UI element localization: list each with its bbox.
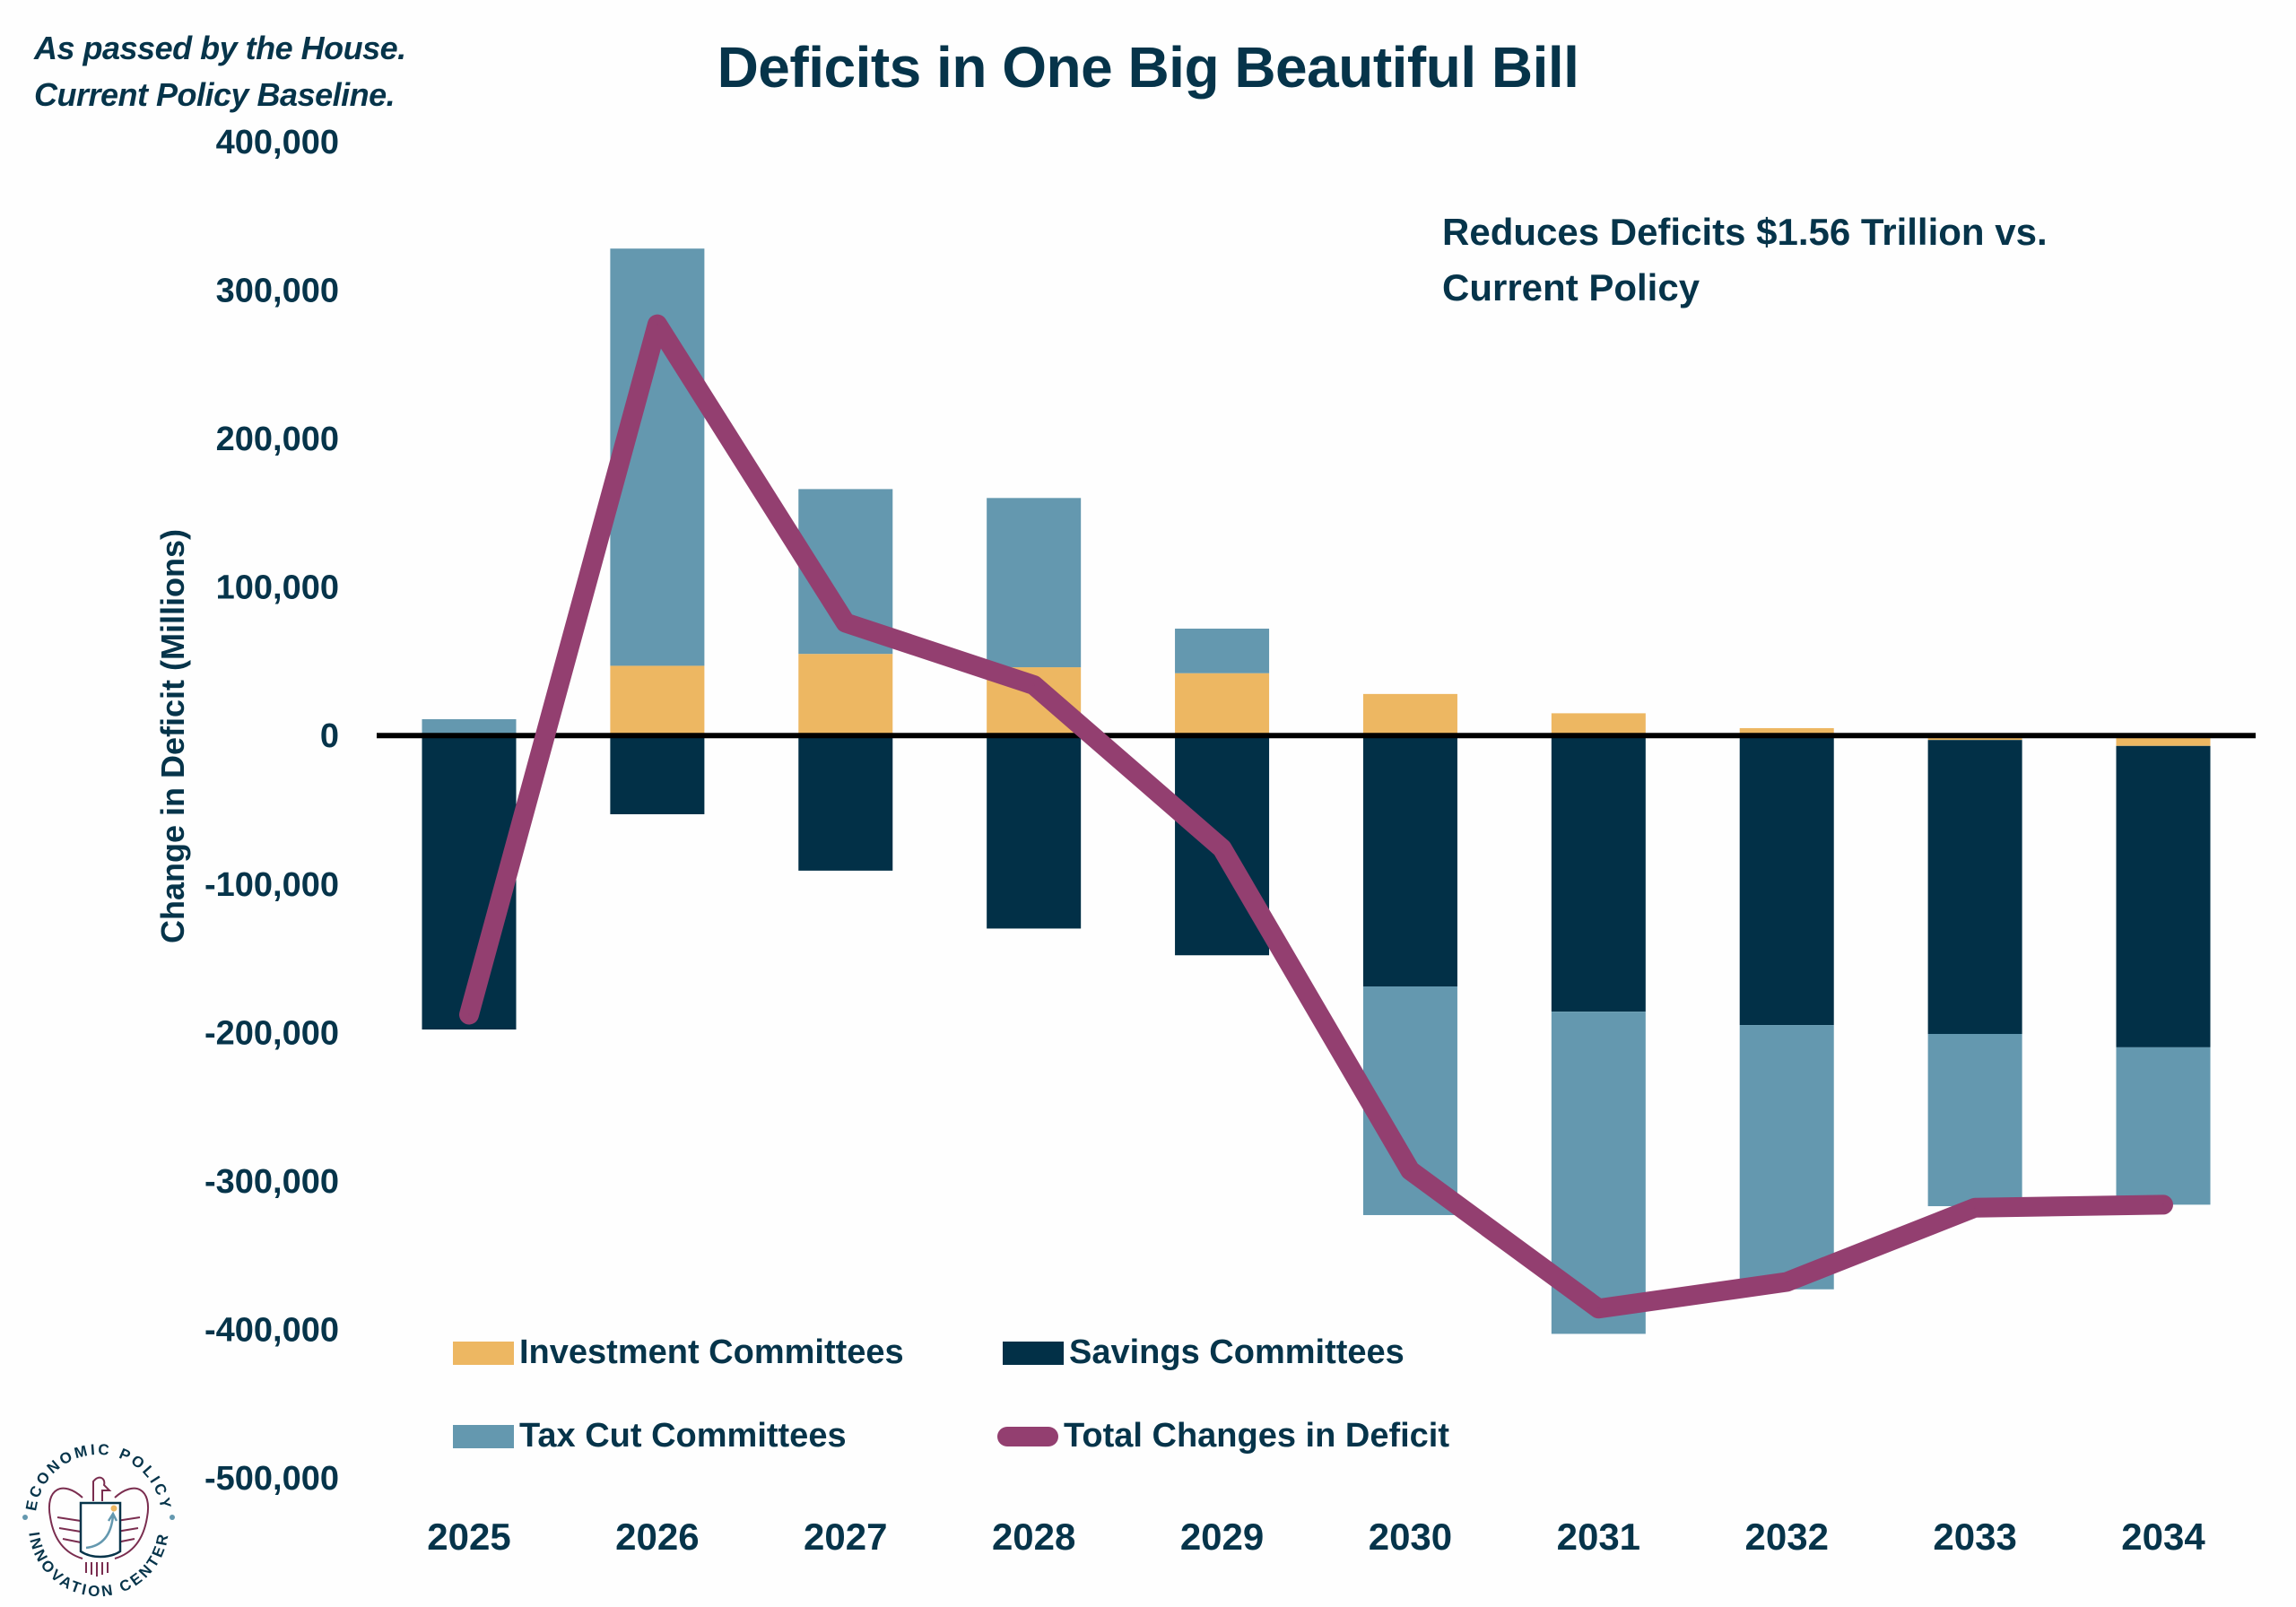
- bar-stack-2031: [1551, 713, 1646, 1334]
- bar-stack-2028: [987, 498, 1082, 929]
- bar-tax-2028: [987, 498, 1082, 668]
- y-tick-label: -400,000: [204, 1311, 339, 1349]
- chart-title: Deficits in One Big Beautiful Bill: [717, 35, 1579, 100]
- bar-savings-2030: [1362, 735, 1457, 987]
- x-tick-label: 2034: [2121, 1516, 2205, 1558]
- y-tick-label: 0: [320, 717, 339, 755]
- x-tick-label: 2031: [1557, 1516, 1640, 1558]
- y-tick-label: 300,000: [216, 273, 339, 310]
- total-point-2034: [2162, 1203, 2164, 1206]
- legend-item-savings: Savings Committees: [1003, 1333, 1405, 1372]
- total-point-2033: [1974, 1206, 1977, 1209]
- chart-annotation: Reduces Deficits $1.56 Trillion vs. Curr…: [1442, 211, 2048, 308]
- legend-swatch-taxcut: [453, 1424, 514, 1448]
- bar-investment-2026: [610, 665, 705, 736]
- bar-savings-2034: [2116, 745, 2211, 1047]
- logo-dot-right: [170, 1515, 175, 1520]
- y-tick-label: 100,000: [216, 569, 339, 607]
- x-tick-label: 2027: [804, 1516, 887, 1558]
- legend-swatch-total: [997, 1426, 1058, 1446]
- y-tick-label: -300,000: [204, 1163, 339, 1201]
- total-point-2026: [656, 323, 658, 326]
- total-deficit-line: [459, 314, 2173, 1319]
- bar-savings-2033: [1927, 740, 2022, 1034]
- bar-investment-2032: [1739, 727, 1834, 736]
- bar-investment-2027: [798, 654, 893, 736]
- bar-tax-2034: [2116, 1047, 2211, 1205]
- y-tick-label: 200,000: [216, 421, 339, 458]
- legend-swatch-savings: [1003, 1341, 1064, 1365]
- total-point-2029: [1221, 847, 1223, 850]
- svg-text:ECONOMIC POLICY: ECONOMIC POLICY: [22, 1441, 175, 1513]
- subtitle-note-house: As passed by the House.: [34, 30, 406, 66]
- legend-label-taxcut: Tax Cut Committees: [519, 1417, 847, 1455]
- x-tick-label: 2032: [1745, 1516, 1829, 1558]
- y-tick-label: 400,000: [216, 124, 339, 161]
- bar-stack-2032: [1739, 727, 1834, 1290]
- bar-stack-2034: [2116, 735, 2211, 1205]
- bar-investment-2030: [1362, 693, 1457, 736]
- legend-item-taxcut: Tax Cut Committees: [453, 1417, 847, 1455]
- bar-savings-2026: [610, 735, 705, 814]
- legend-swatch-investment: [453, 1341, 514, 1365]
- logo-top-text: ECONOMIC POLICY: [22, 1441, 172, 1513]
- logo-dot-left: [22, 1515, 28, 1520]
- bar-savings-2032: [1739, 735, 1834, 1026]
- y-axis-ticks: 400,000 300,000 200,000 100,000 0 -100,000 -20…: [204, 124, 339, 1498]
- subtitle-note-baseline: Current Policy Baseline.: [34, 76, 396, 113]
- bar-savings-2027: [798, 735, 893, 871]
- total-point-2032: [1786, 1281, 1788, 1283]
- y-tick-label: -200,000: [204, 1014, 339, 1052]
- bar-tax-2025: [422, 719, 517, 736]
- bar-tax-2029: [1175, 629, 1270, 673]
- bar-stack-2030: [1362, 693, 1457, 1215]
- x-tick-label: 2025: [427, 1516, 510, 1558]
- total-point-2028: [1032, 683, 1035, 686]
- bar-savings-2028: [987, 735, 1082, 929]
- total-point-2030: [1409, 1169, 1412, 1172]
- y-tick-label: -100,000: [204, 866, 339, 904]
- bars: [422, 248, 2211, 1334]
- legend-label-total: Total Changes in Deficit: [1064, 1417, 1450, 1455]
- bar-tax-2032: [1739, 1025, 1834, 1290]
- legend-label-investment: Investment Committees: [519, 1333, 904, 1371]
- bar-investment-2034: [2116, 735, 2211, 746]
- x-tick-label: 2029: [1180, 1516, 1264, 1558]
- y-tick-label: -500,000: [204, 1460, 339, 1498]
- legend-item-total: Total Changes in Deficit: [997, 1417, 1449, 1455]
- total-point-2027: [844, 621, 847, 624]
- bar-stack-2027: [798, 489, 893, 871]
- bar-investment-2029: [1175, 673, 1270, 736]
- eagle-icon: [48, 1476, 150, 1577]
- x-tick-label: 2030: [1369, 1516, 1452, 1558]
- bar-tax-2033: [1927, 1033, 2022, 1207]
- x-tick-label: 2028: [992, 1516, 1075, 1558]
- total-line-group: [459, 314, 2173, 1319]
- bar-stack-2033: [1927, 735, 2022, 1207]
- bar-investment-2031: [1551, 713, 1646, 736]
- bar-savings-2031: [1551, 735, 1646, 1012]
- legend-item-investment: Investment Committees: [453, 1333, 904, 1372]
- star-icon: [110, 1505, 117, 1512]
- arrow-icon: [85, 1515, 115, 1550]
- epic-logo: ECONOMIC POLICY INNOVATION CENTER: [22, 1441, 175, 1600]
- total-point-2025: [468, 1013, 470, 1016]
- x-tick-label: 2033: [1933, 1516, 2016, 1558]
- x-tick-label: 2026: [615, 1516, 699, 1558]
- legend-label-savings: Savings Committees: [1069, 1333, 1405, 1371]
- x-axis-ticks: 2025 2026 2027 2028 2029 2030 2031 2032 2033 2034: [427, 1516, 2205, 1558]
- total-point-2031: [1597, 1307, 1600, 1310]
